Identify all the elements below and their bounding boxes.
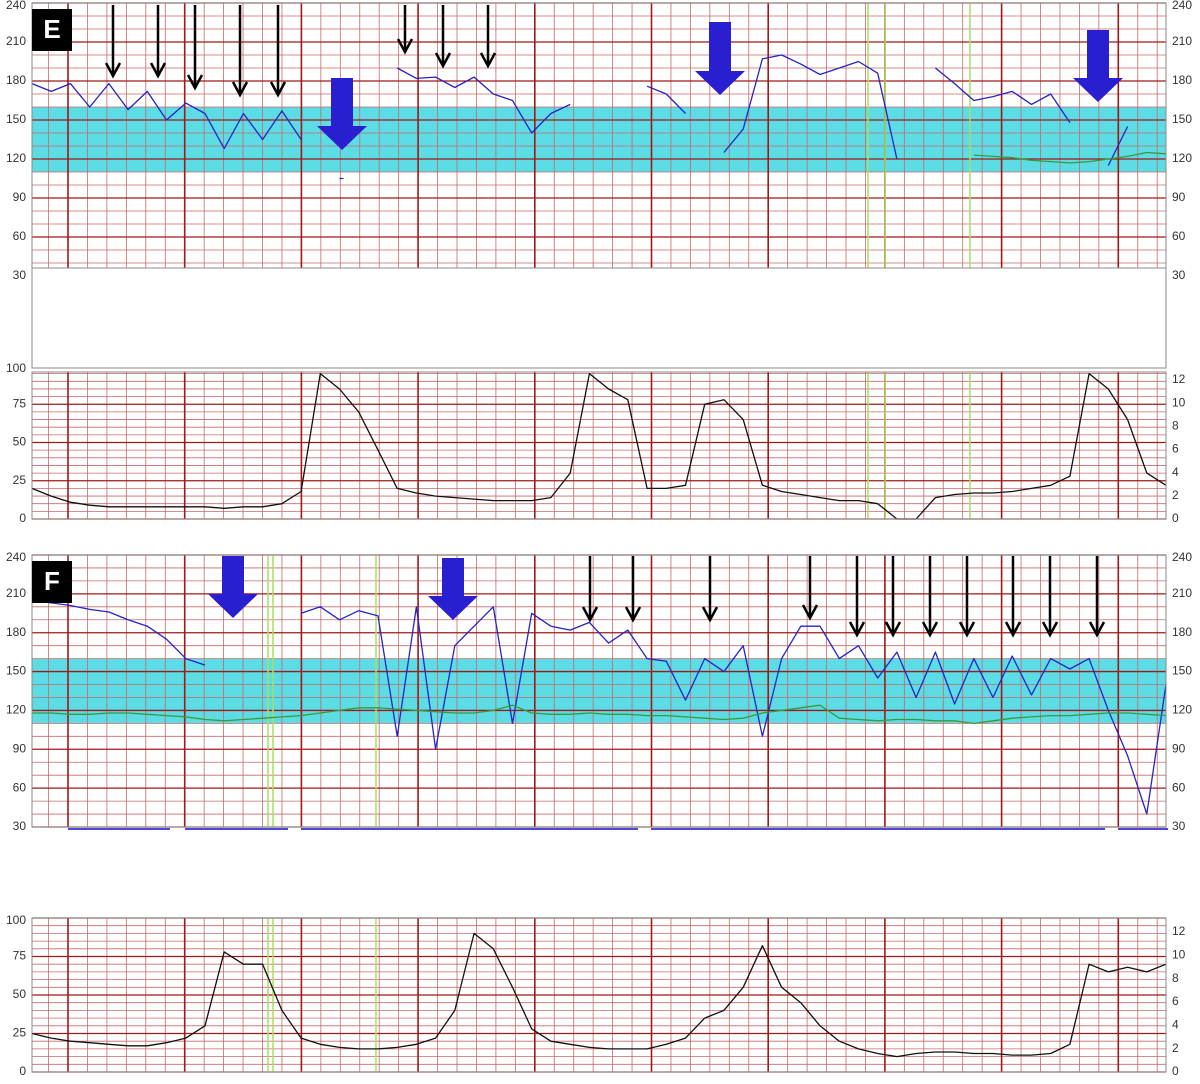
big-arrow [428,558,478,620]
y-tick-label: 30 [13,819,27,833]
y2-tick-label: 8 [1172,418,1179,432]
trace-line [973,151,1167,164]
y2-tick-label: 60 [1172,229,1186,243]
arrow-head [269,81,287,98]
y-tick-label: 150 [6,664,26,678]
y-tick-label: 100 [6,913,26,927]
plot-border [31,554,1167,828]
arrow-head [104,62,122,79]
y-tick-label: 25 [13,1026,27,1040]
y-tick-label: 0 [19,1064,26,1078]
trace-line [31,932,1167,1058]
y-tick-label: 180 [6,73,26,87]
big-arrow [1073,30,1123,102]
arrow-head [479,52,497,69]
y-tick-label: 120 [6,703,26,717]
blank-strip [31,267,1167,369]
plot-area [32,372,1166,519]
y2-tick-label: 0 [1172,511,1179,525]
arrow-head [624,606,642,623]
y2-tick-label: 90 [1172,741,1186,755]
arrow-head [701,606,719,623]
panel-label-box [32,9,72,51]
arrow-head [1088,621,1106,638]
big-arrow [208,556,258,618]
y2-tick-label: 12 [1172,924,1186,938]
normal-band [32,107,1166,172]
y2-tick-label: 90 [1172,190,1186,204]
y-tick-label: 50 [13,987,27,1001]
y2-tick-label: 240 [1172,0,1192,12]
panel-label: E [43,14,60,44]
y2-tick-label: 120 [1172,703,1192,717]
y-tick-label: 90 [13,190,27,204]
big-arrow [695,22,745,95]
y2-tick-label: 4 [1172,465,1179,479]
y-tick-label: 30 [13,268,27,282]
trace-line [31,599,1167,815]
y2-tick-label: 150 [1172,112,1192,126]
arrow-head [231,81,249,98]
y2-tick-label: 210 [1172,586,1192,600]
y-tick-label: 0 [19,511,26,525]
big-arrow [317,78,367,150]
y2-tick-label: 6 [1172,994,1179,1008]
y-tick-label: 100 [6,361,26,375]
y2-tick-label: 180 [1172,625,1192,639]
y2-tick-label: 180 [1172,73,1192,87]
y-tick-label: 180 [6,625,26,639]
arrow-head [1041,621,1059,638]
trace-line [31,372,1167,520]
y-tick-label: 240 [6,550,26,564]
y-tick-label: 25 [13,473,27,487]
y2-tick-label: 12 [1172,372,1186,386]
y2-tick-label: 60 [1172,780,1186,794]
y2-tick-label: 10 [1172,395,1186,409]
arrow-head [396,38,414,55]
plot-border [31,371,1167,520]
y-tick-label: 120 [6,151,26,165]
panel-label-box [32,561,72,603]
y2-tick-label: 210 [1172,34,1192,48]
y-tick-label: 210 [6,586,26,600]
y2-tick-label: 2 [1172,1041,1179,1055]
y-tick-label: 75 [13,396,27,410]
arrow-head [921,621,939,638]
arrow-head [884,621,902,638]
plot-border [31,917,1167,1073]
normal-band [32,658,1166,724]
y2-tick-label: 240 [1172,550,1192,564]
arrow-head [958,621,976,638]
y-tick-label: 150 [6,112,26,126]
y2-tick-label: 6 [1172,442,1179,456]
arrow-head [186,74,204,91]
y2-tick-label: 30 [1172,819,1186,833]
y2-tick-label: 4 [1172,1018,1179,1032]
y2-tick-label: 120 [1172,151,1192,165]
y-tick-label: 240 [6,0,26,12]
y-tick-label: 75 [13,949,27,963]
arrow-head [581,606,599,623]
y-tick-label: 60 [13,780,27,794]
y2-tick-label: 30 [1172,268,1186,282]
y-tick-label: 60 [13,229,27,243]
y-tick-label: 210 [6,34,26,48]
y2-tick-label: 150 [1172,664,1192,678]
arrow-head [1004,621,1022,638]
trace-line [32,704,1167,725]
panel-label: F [44,566,60,596]
arrow-head [848,621,866,638]
y2-tick-label: 2 [1172,488,1179,502]
y2-tick-label: 8 [1172,971,1179,985]
y2-tick-label: 0 [1172,1064,1179,1078]
y-tick-label: 90 [13,741,27,755]
trace-line [31,54,1129,180]
y-tick-label: 50 [13,435,27,449]
arrow-head [801,604,819,621]
arrow-head [149,62,167,79]
arrow-head [434,52,452,69]
y2-tick-label: 10 [1172,948,1186,962]
